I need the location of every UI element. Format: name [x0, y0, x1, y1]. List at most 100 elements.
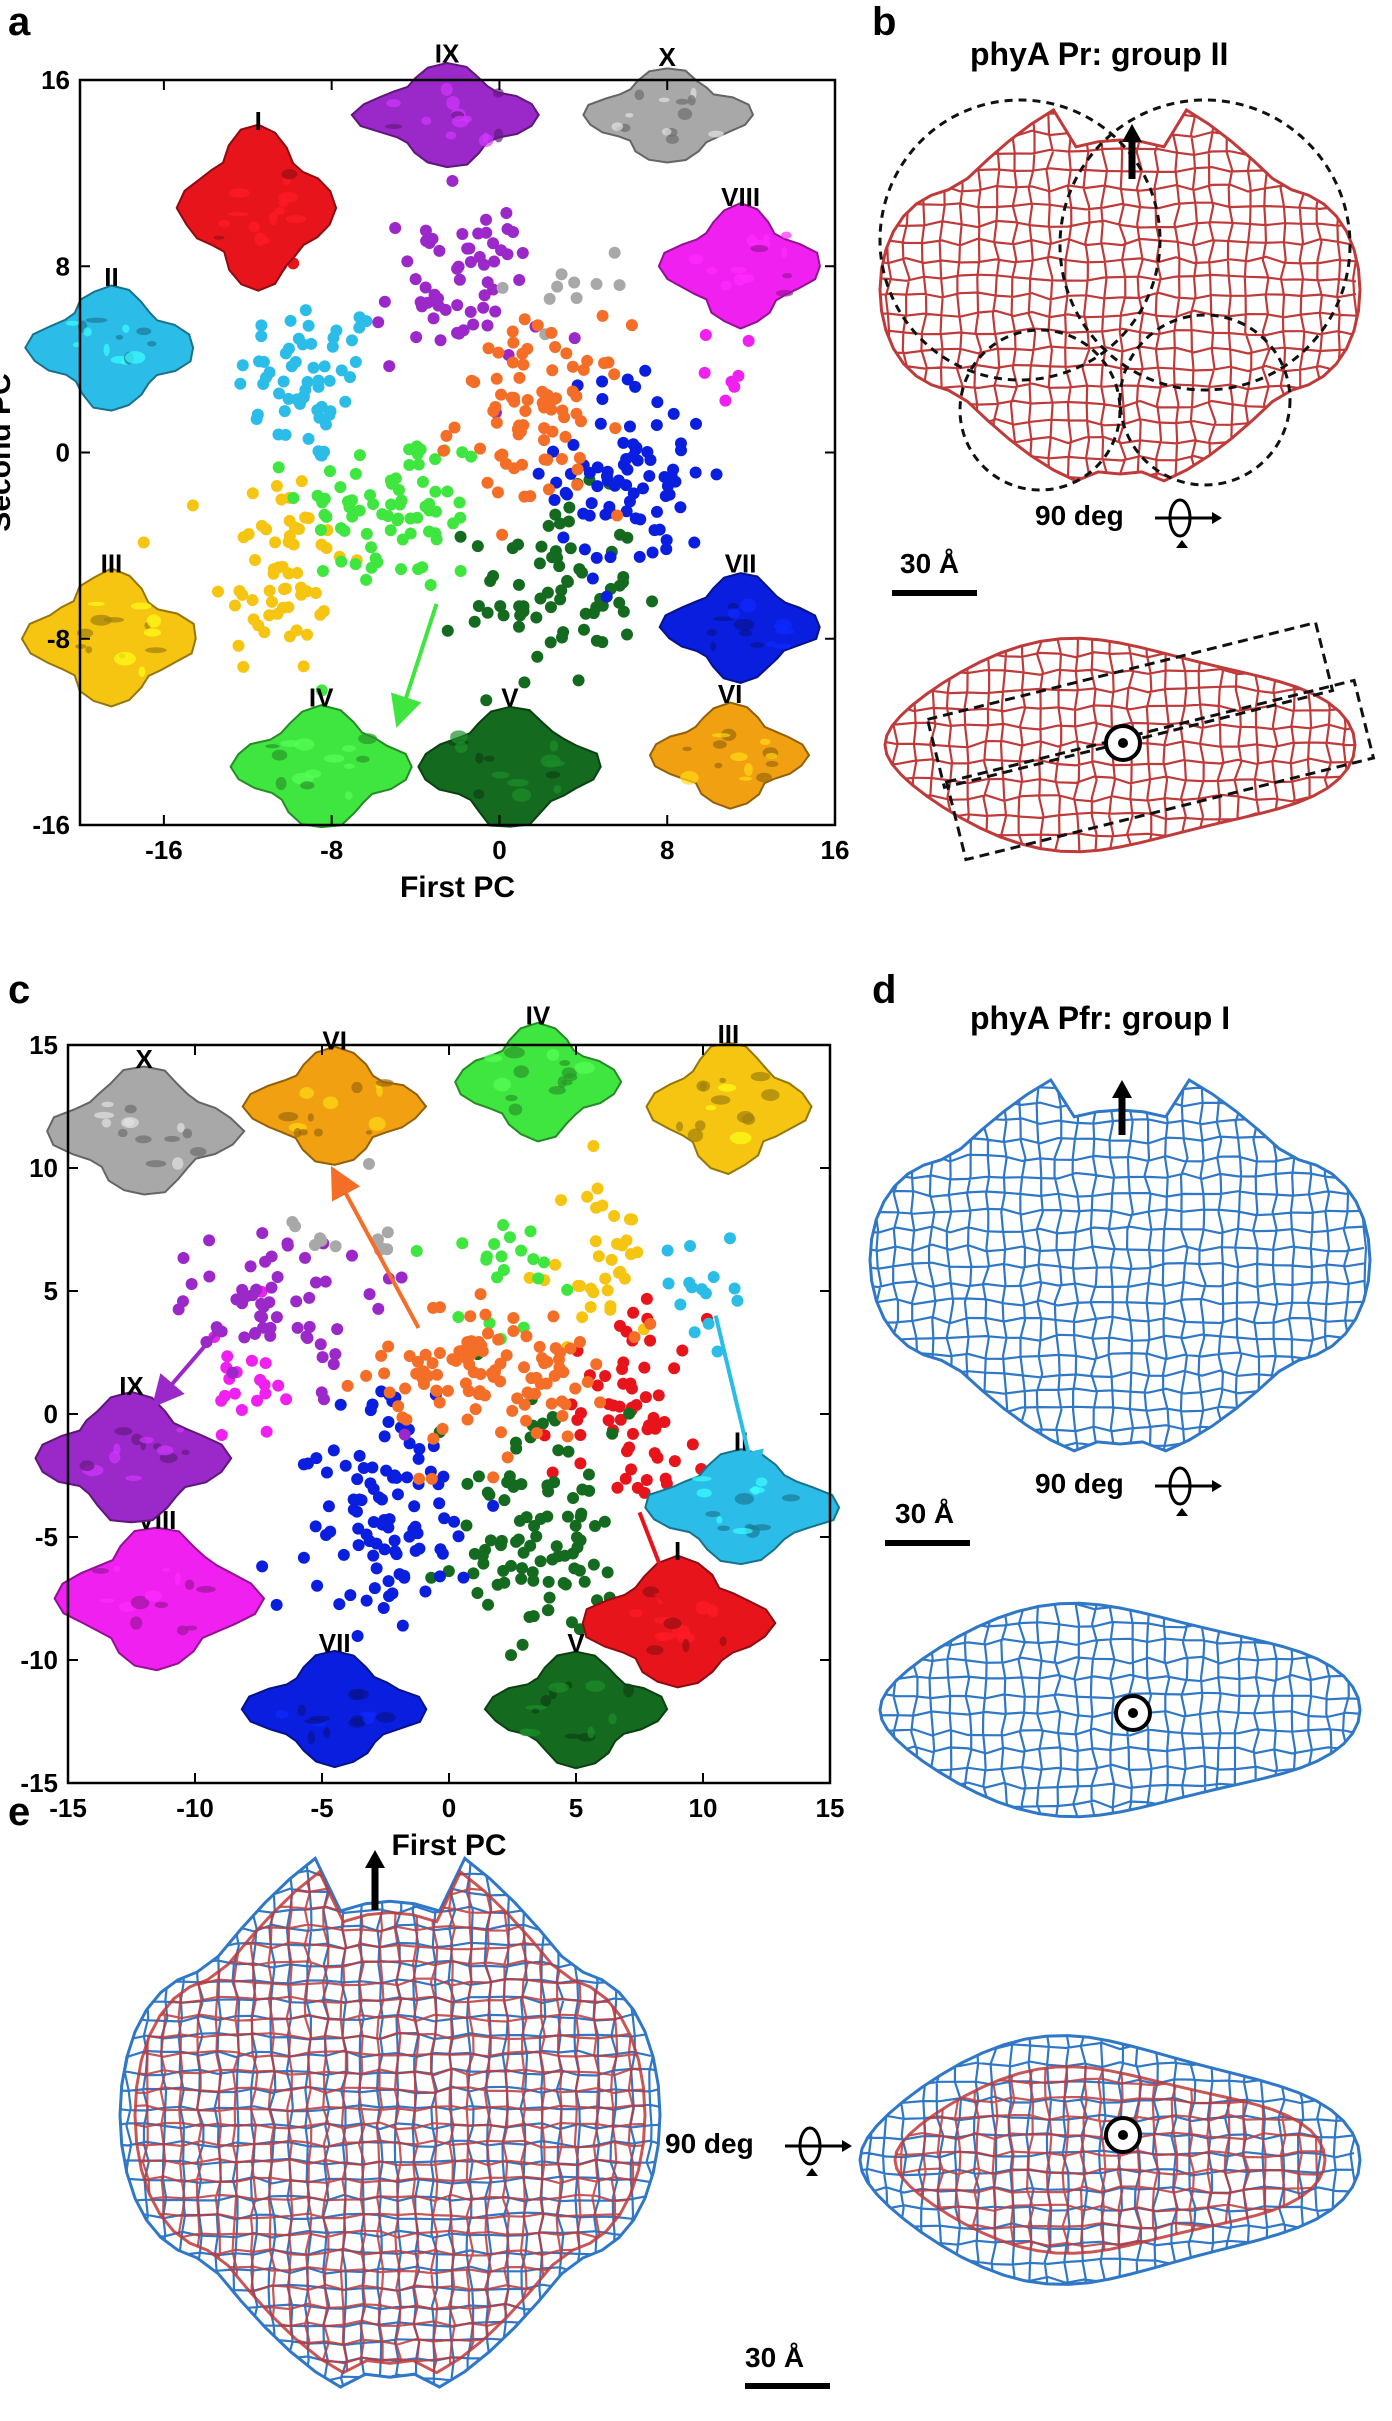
data-point: [277, 375, 290, 388]
data-point: [512, 578, 525, 591]
data-point: [419, 281, 432, 294]
data-point: [559, 430, 572, 443]
data-point: [488, 1238, 501, 1251]
data-point: [477, 301, 490, 314]
y-tick-label: -5: [35, 1522, 58, 1552]
data-point: [487, 1471, 500, 1484]
density-mesh: [885, 638, 1355, 852]
data-point: [505, 391, 518, 404]
data-point: [652, 1389, 665, 1402]
data-point: [434, 1543, 447, 1556]
domain-outline: [1058, 98, 1352, 392]
data-point: [668, 1362, 681, 1375]
data-point: [532, 467, 545, 480]
data-point: [517, 358, 530, 371]
data-point: [236, 1283, 249, 1296]
y-tick-label: 0: [44, 1399, 58, 1429]
data-point: [378, 1543, 391, 1556]
data-point: [323, 408, 336, 421]
data-point: [561, 1510, 574, 1523]
data-point: [541, 1479, 554, 1492]
x-tick-label: 10: [689, 1793, 718, 1823]
data-point: [421, 1369, 434, 1382]
data-point: [513, 273, 526, 286]
class-label: I: [255, 106, 262, 136]
data-point: [474, 442, 487, 455]
y-tick-label: 5: [44, 1276, 58, 1306]
x-tick-label: 8: [660, 835, 674, 865]
data-point: [494, 1357, 507, 1370]
data-point: [383, 360, 396, 373]
data-point: [561, 1430, 574, 1443]
data-point: [365, 561, 378, 574]
data-point: [517, 600, 530, 613]
data-point: [644, 1334, 657, 1347]
data-point: [624, 1377, 637, 1390]
data-point: [255, 519, 268, 532]
data-point: [473, 251, 486, 264]
panel-b-scale-bar: [892, 590, 977, 596]
data-point: [236, 1297, 249, 1310]
data-point: [334, 522, 347, 535]
data-point: [568, 332, 581, 345]
data-point: [491, 1271, 504, 1284]
data-point: [319, 418, 332, 431]
panel-letter-b: b: [872, 0, 897, 44]
data-point: [541, 586, 554, 599]
class-label: I: [674, 1536, 681, 1566]
data-point: [334, 1398, 347, 1411]
data-point: [349, 558, 362, 571]
data-point: [273, 387, 286, 400]
data-point: [330, 324, 343, 337]
data-point: [343, 501, 356, 514]
data-point: [416, 561, 429, 574]
data-point: [272, 1379, 285, 1392]
data-point: [629, 380, 642, 393]
data-point: [255, 330, 268, 343]
data-point: [516, 1562, 529, 1575]
data-point: [355, 1494, 368, 1507]
data-point: [352, 1539, 365, 1552]
data-point: [581, 1190, 594, 1203]
class-label: V: [567, 1628, 585, 1658]
data-point: [247, 613, 260, 626]
data-point: [584, 1300, 597, 1313]
data-point: [633, 550, 646, 563]
data-point: [505, 1559, 518, 1572]
data-point: [584, 1282, 597, 1295]
data-point: [506, 1404, 519, 1417]
data-point: [574, 1407, 587, 1420]
data-point: [601, 1284, 614, 1297]
data-point: [518, 1361, 531, 1374]
data-point: [410, 440, 423, 453]
data-point: [599, 508, 612, 521]
data-point: [378, 1430, 391, 1443]
data-point: [455, 1345, 468, 1358]
data-point: [592, 1250, 605, 1263]
trajectory-arrow: [713, 1315, 764, 1484]
data-point: [249, 554, 262, 567]
data-point: [536, 396, 549, 409]
panel-d-scale-bar: [885, 1540, 970, 1546]
data-point: [530, 1427, 543, 1440]
data-point: [506, 325, 519, 338]
data-point: [383, 1386, 396, 1399]
data-point: [619, 1472, 632, 1485]
data-point: [674, 501, 687, 514]
panel-d-map-front-view: [868, 1077, 1372, 1453]
data-point: [644, 1317, 657, 1330]
data-point: [651, 396, 664, 409]
data-point: [364, 489, 377, 502]
x-tick-label: -15: [49, 1793, 87, 1823]
data-point: [433, 1396, 446, 1409]
data-point: [279, 428, 292, 441]
data-point: [523, 1271, 536, 1284]
data-point: [246, 1289, 259, 1302]
data-point: [295, 588, 308, 601]
data-point: [551, 280, 564, 293]
data-point: [569, 1382, 582, 1395]
data-point: [448, 421, 461, 434]
data-point: [546, 1466, 559, 1479]
data-point: [490, 372, 503, 385]
